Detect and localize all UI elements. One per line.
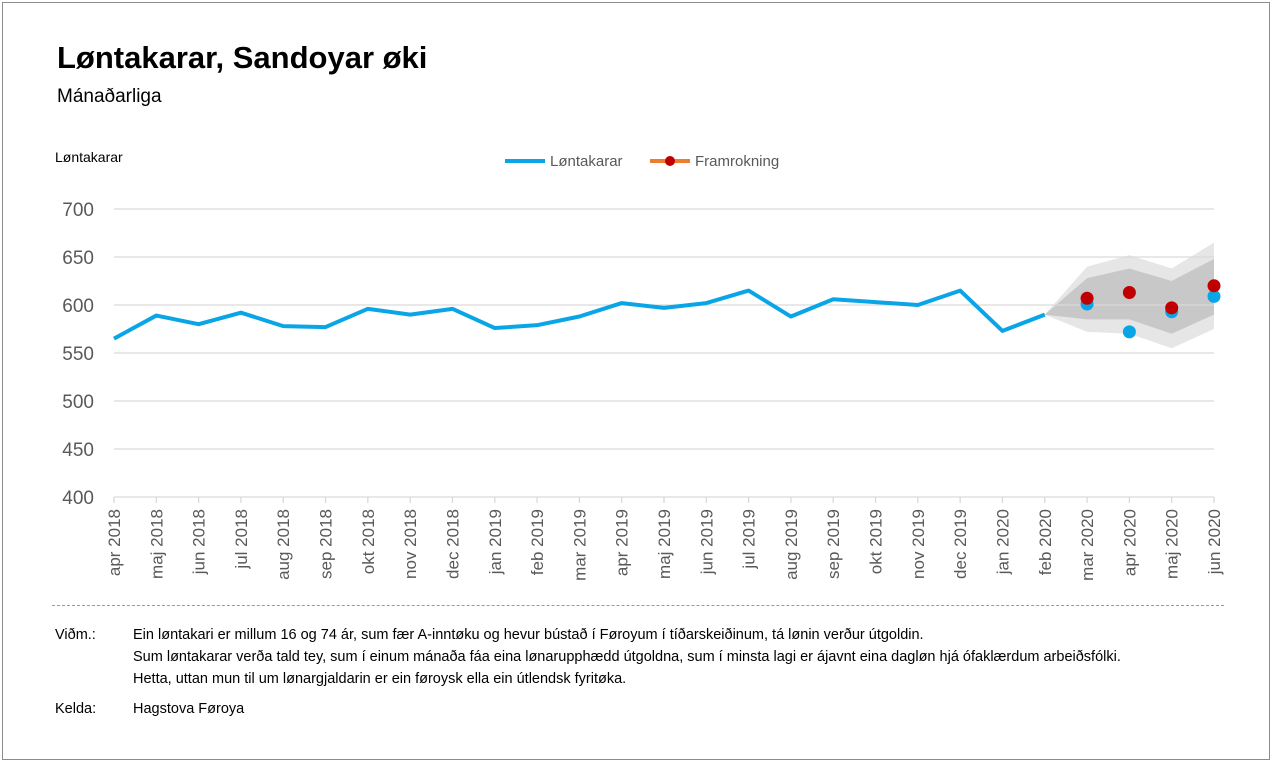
axes: 400 450 500 550 600 650 700 apr 2018 maj 2018 jun… — [62, 200, 1224, 581]
y-tick-label: 550 — [62, 344, 94, 365]
data-point-framrokning — [1207, 279, 1221, 293]
x-tick-label: jul 2019 — [740, 509, 759, 570]
x-tick-label: jun 2020 — [1205, 509, 1224, 575]
x-tick-label: jun 2018 — [190, 509, 209, 575]
x-tick-label: aug 2019 — [782, 509, 801, 580]
x-tick-label: feb 2020 — [1036, 509, 1055, 575]
x-tick-label: mar 2020 — [1078, 509, 1097, 581]
x-tick-label: nov 2019 — [909, 509, 928, 579]
notes-line-2: Sum løntakarar verða tald tey, sum í ein… — [133, 649, 1121, 665]
x-tick-label: apr 2020 — [1120, 509, 1139, 576]
x-tick-label: okt 2018 — [359, 509, 378, 574]
source-text: Hagstova Føroya — [133, 701, 245, 717]
x-tick-label: jul 2018 — [232, 509, 251, 570]
chart-title: Løntakarar, Sandoyar øki — [57, 40, 428, 75]
legend-label-lontakarar: Løntakarar — [550, 153, 623, 170]
y-tick-label: 450 — [62, 440, 94, 461]
x-tick-label: dec 2018 — [443, 509, 462, 579]
x-tick-label: jan 2019 — [486, 509, 505, 575]
legend-swatch-framrokning-marker — [665, 156, 675, 166]
x-tick-label: aug 2018 — [274, 509, 293, 580]
legend-label-framrokning: Framrokning — [695, 153, 779, 170]
data-point-framrokning — [1080, 291, 1094, 305]
series-points — [1080, 279, 1221, 339]
x-tick-label: mar 2019 — [570, 509, 589, 581]
y-axis-label: Løntakarar — [55, 149, 123, 165]
notes-line-3: Hetta, uttan mun til um lønargjaldarin e… — [133, 671, 627, 687]
series-line-lontakarar — [113, 288, 1046, 341]
legend: Løntakarar Framrokning — [505, 153, 779, 170]
x-tick-label: apr 2019 — [613, 509, 632, 576]
data-point-lontakarar — [1122, 325, 1136, 339]
source-label: Kelda: — [55, 701, 97, 717]
x-tick-label: dec 2019 — [951, 509, 970, 579]
x-tick-label: apr 2018 — [105, 509, 124, 576]
x-tick-label: nov 2018 — [401, 509, 420, 579]
x-tick-label: maj 2019 — [655, 509, 674, 579]
x-tick-label: okt 2019 — [867, 509, 886, 574]
data-point-lontakarar — [1207, 289, 1221, 303]
notes-line-1: Ein løntakari er millum 16 og 74 ár, sum… — [133, 627, 924, 643]
x-tick-label: sep 2018 — [317, 509, 336, 579]
x-tick-label: maj 2018 — [147, 509, 166, 579]
gridlines — [114, 208, 1214, 498]
y-tick-label: 500 — [62, 392, 94, 413]
notes-label: Viðm.: — [55, 627, 96, 643]
x-tick-label: jun 2019 — [697, 509, 716, 575]
notes-separator — [52, 605, 1224, 606]
data-point-framrokning — [1165, 301, 1179, 315]
y-tick-label: 700 — [62, 200, 94, 221]
x-tick-label: jan 2020 — [993, 509, 1012, 575]
x-tick-label: sep 2019 — [824, 509, 843, 579]
y-tick-label: 600 — [62, 296, 94, 317]
y-tick-label: 400 — [62, 488, 94, 509]
x-tick-label: maj 2020 — [1163, 509, 1182, 579]
series-lines — [113, 288, 1046, 341]
y-tick-label: 650 — [62, 248, 94, 269]
x-tick-label: feb 2019 — [528, 509, 547, 575]
chart-subtitle: Mánaðarliga — [57, 86, 162, 107]
data-point-framrokning — [1122, 286, 1136, 300]
